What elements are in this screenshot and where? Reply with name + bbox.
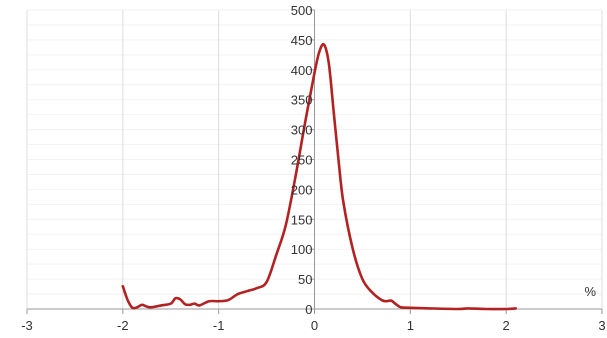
y-tick-label: 100 [291, 242, 313, 257]
y-tick-label-zero: 0 [305, 302, 312, 317]
y-tick-label: 150 [291, 212, 313, 227]
x-tick-label: -1 [213, 318, 225, 333]
series-layer [121, 42, 518, 311]
y-tick-label: 50 [298, 272, 312, 287]
y-tick-label: 300 [291, 123, 313, 138]
x-unit-label: % [584, 284, 596, 299]
y-tick-label: 500 [291, 3, 313, 18]
y-tick-label: 450 [291, 33, 313, 48]
y-tick-label: 350 [291, 93, 313, 108]
x-tick-label: -3 [21, 318, 33, 333]
x-tick-label: 3 [598, 318, 605, 333]
y-tick-label: 200 [291, 182, 313, 197]
x-tick-label: 0 [311, 318, 318, 333]
axes [26, 9, 603, 314]
series-line [121, 42, 518, 311]
x-tick-label: 2 [503, 318, 510, 333]
y-tick-label: 250 [291, 153, 313, 168]
x-tick-label: -2 [117, 318, 129, 333]
x-tick-label: 1 [407, 318, 414, 333]
y-tick-label: 400 [291, 63, 313, 78]
